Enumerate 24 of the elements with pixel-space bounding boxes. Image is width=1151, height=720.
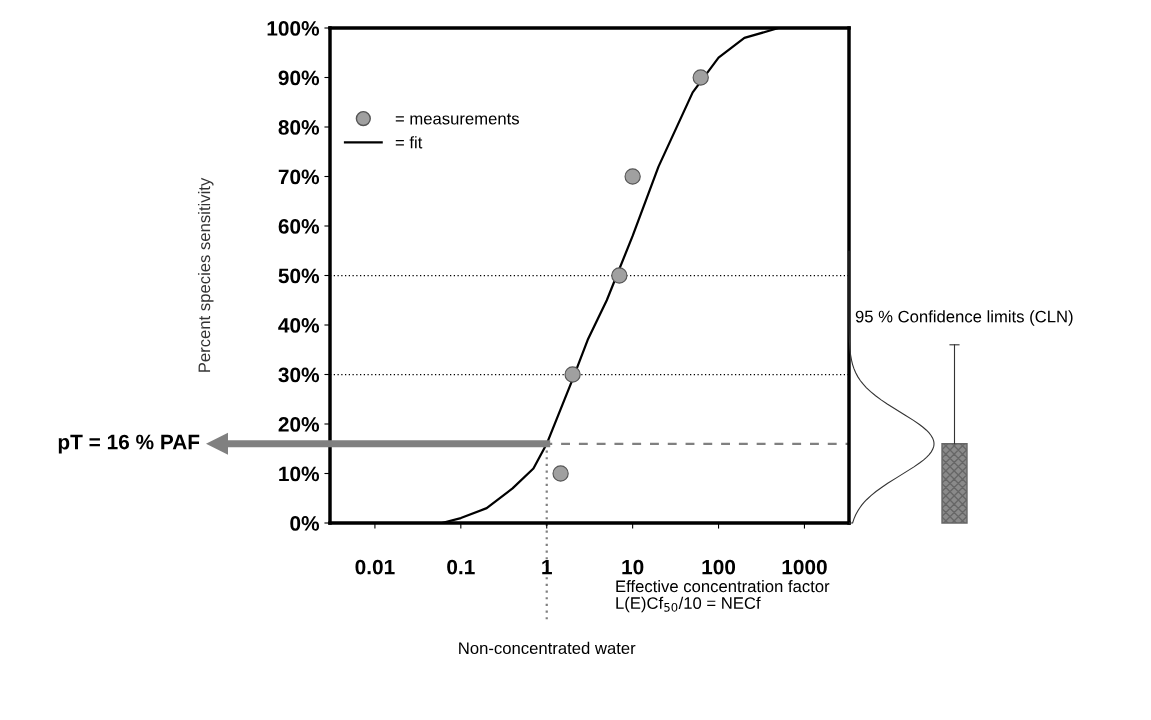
x-tick-label: 0.1 (447, 559, 475, 575)
y-tick-label: 10% (279, 466, 320, 482)
x-tick-label: 1 (542, 559, 552, 575)
y-tick-label: 90% (278, 70, 320, 86)
legend-label: = measurements (395, 113, 519, 125)
y-tick-label: 60% (278, 219, 320, 234)
x-tick-label: 0.01 (355, 559, 395, 575)
ref-line-label: pT = 16 % PAF (58, 434, 200, 454)
x-axis-title: Effective concentration factor L(E)Cf$_{50}$/10 = NECf (616, 580, 830, 613)
y-tick-label: 20% (278, 417, 320, 432)
y-tick-label: 100% (267, 21, 320, 36)
x-tick-label: 1000 (782, 559, 827, 575)
y-tick-label: 40% (278, 318, 320, 333)
ref-line-label: Non-concentrated water (459, 641, 636, 655)
y-tick-label: 30% (278, 367, 320, 383)
text: 95 % Confidence limits (CLN) (855, 310, 1073, 326)
x-tick-label: 10 (622, 559, 644, 575)
legend-label: = fit (395, 136, 423, 149)
y-tick-label: 70% (278, 169, 320, 185)
y-axis-title: Percent species sensitivity (197, 177, 214, 372)
x-tick-label: 100 (702, 559, 736, 575)
y-tick-label: 0% (290, 516, 320, 531)
y-tick-label: 80% (278, 120, 320, 135)
y-tick-label: 50% (278, 268, 320, 284)
